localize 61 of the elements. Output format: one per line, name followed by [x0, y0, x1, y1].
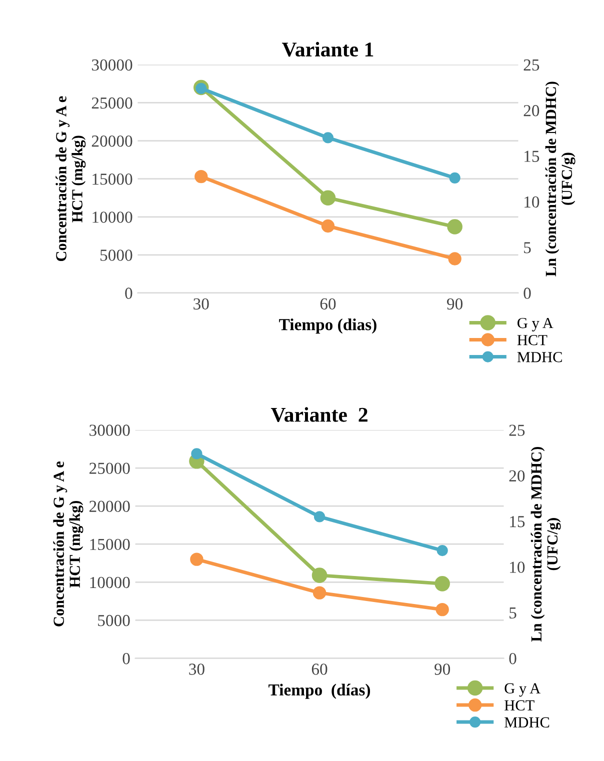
y2-tick-label: 20: [524, 105, 540, 116]
point: [194, 170, 208, 184]
legend-label: MDHC: [504, 717, 550, 728]
y2-tick-label: 15: [524, 150, 540, 162]
x-tick-label: 60: [312, 664, 328, 675]
y-tick-label: 5000: [100, 250, 132, 261]
point: [449, 172, 460, 184]
y-tick-label: 20000: [90, 500, 130, 512]
x-tick-label: 30: [189, 664, 204, 675]
x-axis-title: Tiempo (dias): [279, 318, 376, 334]
y-tick-label: 0: [122, 652, 130, 664]
point: [447, 219, 462, 234]
y-tick-label: 25000: [92, 97, 132, 109]
x-tick-label: 30: [194, 298, 209, 310]
x-tick-label: 60: [320, 298, 336, 310]
point: [190, 552, 204, 566]
y-axis-title: Concentración de G y A e HCT (mg/kg): [53, 462, 84, 626]
y2-tick-label: 10: [510, 562, 525, 573]
legend-label: G y A: [504, 683, 540, 697]
y2-tick-label: 10: [524, 196, 540, 208]
x-axis-title: Tiempo (días): [268, 684, 370, 699]
y2-axis-title: Ln (concentración de MDHC) (UFC/g): [530, 446, 561, 642]
y-tick-label: 10000: [92, 212, 132, 223]
chart-title: Variante 1: [282, 42, 374, 57]
legend-label: G y A: [518, 318, 554, 332]
y2-tick-label: 15: [510, 516, 525, 528]
y-tick-label: 0: [125, 288, 132, 299]
x-tick-label: 90: [447, 298, 463, 310]
y-tick-label: 30000: [90, 424, 130, 436]
y2-tick-label: 25: [509, 424, 525, 436]
legend-label: HCT: [517, 334, 548, 346]
y-axis-title: Concentración de G y A e HCT (mg/kg): [56, 96, 86, 262]
y2-tick-label: 5: [510, 607, 516, 619]
chart-title: Variante 2: [270, 407, 368, 422]
y2-tick-label: 5: [524, 242, 531, 254]
legend-label: MDHC: [517, 352, 562, 362]
y-tick-label: 15000: [92, 174, 132, 185]
y2-tick-label: 25: [524, 59, 540, 71]
y-tick-label: 25000: [90, 462, 130, 474]
y-tick-label: 5000: [98, 614, 130, 626]
y2-tick-label: 0: [524, 288, 531, 299]
x-tick-label: 90: [434, 664, 450, 675]
point: [434, 576, 450, 592]
point: [322, 132, 334, 144]
y2-axis-title: Ln (concentración de MDHC) (UFC/g): [545, 82, 576, 276]
point: [191, 448, 202, 460]
point: [312, 568, 328, 583]
point: [312, 586, 326, 600]
y-tick-label: 30000: [92, 59, 132, 71]
point: [321, 219, 335, 233]
point: [436, 602, 449, 616]
y-tick-label: 15000: [90, 538, 130, 550]
y-tick-label: 20000: [92, 135, 132, 147]
y2-tick-label: 0: [509, 652, 516, 664]
y2-tick-label: 20: [509, 470, 525, 482]
point: [314, 511, 326, 522]
point: [320, 190, 336, 206]
y-tick-label: 10000: [90, 576, 130, 588]
point: [436, 544, 448, 556]
legend-label: HCT: [504, 700, 534, 711]
point: [448, 252, 462, 266]
